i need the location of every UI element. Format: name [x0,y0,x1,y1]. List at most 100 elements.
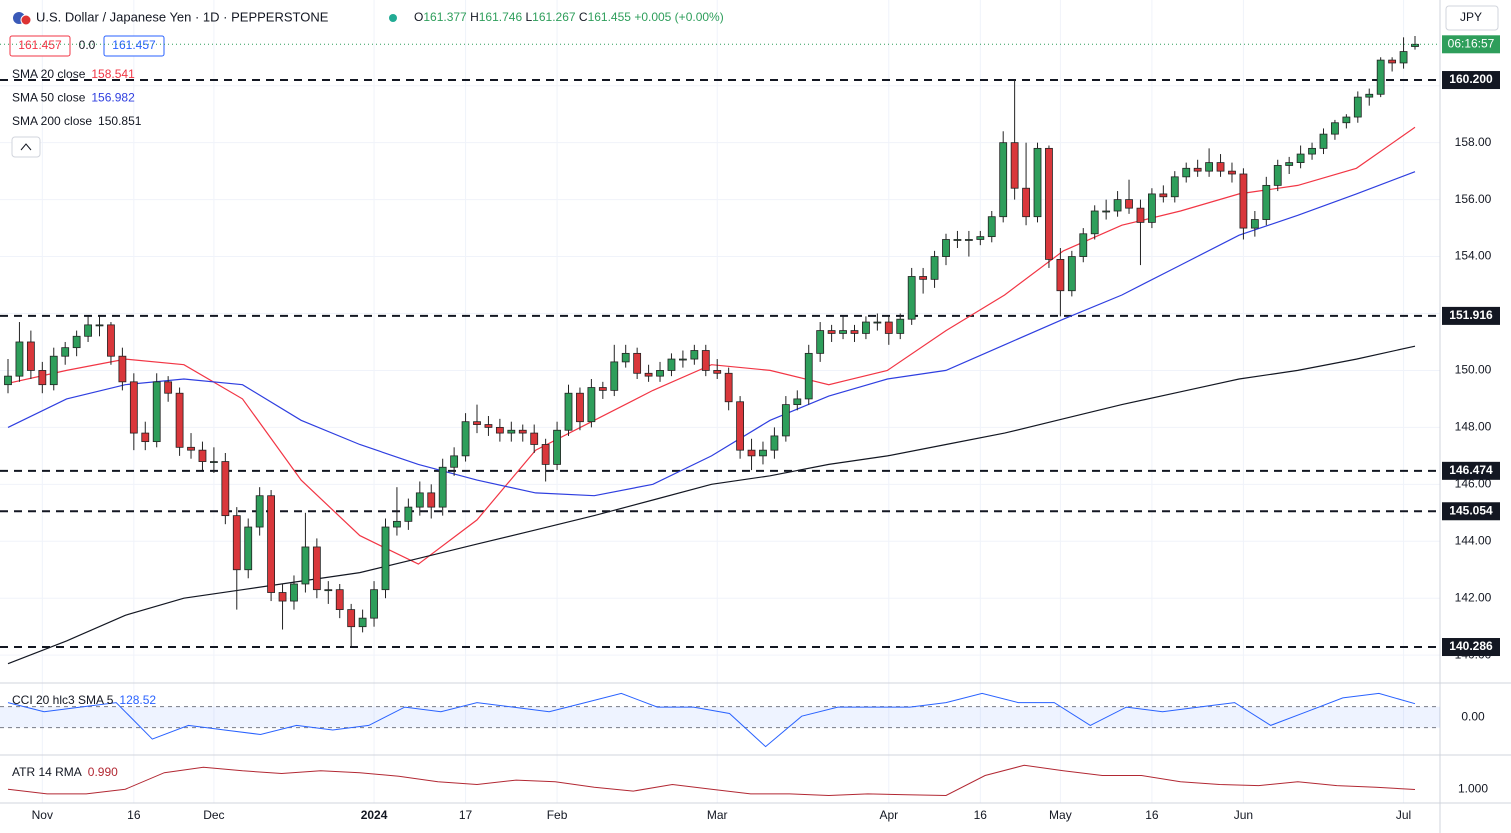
cci-band [0,706,1440,728]
y-tick-label: 1.000 [1458,781,1488,795]
candle-body [175,392,184,448]
level-label-box [1442,638,1500,657]
currency: JPY [1460,10,1482,24]
candle-body [541,444,550,465]
y-tick-label: 0.00 [1461,709,1485,723]
sma-line [7,171,1416,497]
candle-body [884,321,893,334]
candle-body [324,589,333,592]
countdown: 06:16:57 [1448,36,1495,50]
candle-body [1125,199,1133,209]
collapse-button[interactable] [11,136,41,158]
candle-body [278,592,287,602]
candle-body [1216,162,1225,172]
symbol-title[interactable]: U.S. Dollar / Japanese Yen · 1D · PEPPER… [36,9,329,24]
candle-body [210,461,218,463]
level-label: 140.286 [1449,639,1493,653]
candle-body [1182,167,1191,178]
x-tick-label: 16 [127,808,141,822]
candle-body [129,381,138,434]
candle-body [587,387,596,423]
candle-body [438,466,447,508]
candle-body [1102,210,1111,213]
candle-body [267,495,275,593]
candle-body [1388,59,1397,64]
candle-body [713,370,722,374]
indicator-line [7,692,1416,748]
candle-body [4,375,12,386]
candle-body [862,321,870,334]
candle-body [244,526,253,571]
candle-body [930,256,939,280]
candle-body [358,617,367,628]
ohlc-value: 161.746 [479,10,523,24]
level-label-box [1442,461,1500,480]
candle-body [1056,259,1065,292]
candle-body [816,330,825,354]
candle-body [507,429,516,434]
candle-body [1193,167,1202,172]
level-label: 145.054 [1449,503,1493,517]
x-tick-label: 17 [459,808,473,822]
candle-body [118,355,127,383]
legend-name: SMA 50 close [12,91,86,105]
candle-body [576,392,584,423]
candle-body [621,352,630,363]
candle-body [679,358,687,361]
candle-body [987,216,996,238]
indicator-line [7,764,1416,797]
indicator-value: 128.52 [119,693,156,707]
y-tick-label: 142.00 [1455,590,1492,604]
candle-body [896,318,905,334]
legend-value: 158.541 [91,67,135,81]
level-label-box [1442,306,1500,325]
candle-body [232,515,241,571]
bid: 161.457 [18,38,62,52]
candle-body [198,449,207,462]
indicator-name: ATR 14 RMA [12,765,82,779]
ohlc-value: 161.267 [532,10,576,24]
x-tick-label: Mar [707,808,728,822]
candle-body [95,324,104,327]
candle-body [873,321,882,324]
candle-body [656,370,664,377]
candle-body [15,341,24,377]
candle-body [450,455,459,468]
candle-body [759,449,767,457]
candle-body [107,324,115,357]
candle-body [1399,51,1408,64]
candle-body [1308,147,1316,155]
indicator-name: CCI 20 hlc3 SMA 5 [12,693,114,707]
x-tick-label: 16 [1145,808,1159,822]
candle-body [518,429,527,434]
candle-body [1411,43,1419,47]
countdown-box [1442,35,1500,54]
candle-body [1376,59,1385,95]
candle-body [335,589,344,611]
candle-body [404,506,413,522]
sma-line [7,126,1416,565]
candle-body [919,276,928,280]
candle-body [633,352,642,374]
legend-name: SMA 20 close [12,67,86,81]
candle-body [461,421,470,457]
sma-line [7,345,1416,665]
buy-box[interactable] [103,35,165,57]
candle-body [953,239,962,241]
candle-body [564,392,573,431]
collapse-icon [20,143,32,151]
candle-body [415,492,424,508]
candle-body [1353,96,1362,118]
sell-box[interactable] [9,35,71,57]
level-label: 151.916 [1449,308,1493,322]
candle-body [290,583,298,602]
ohlc-label: O [414,10,423,24]
ohlc-label: C [579,10,588,24]
ohlc-label: L [525,10,532,24]
candle-body [1170,176,1179,198]
x-tick-label: Nov [32,808,53,822]
change: +0.005 (+0.00%) [634,10,723,24]
candle-body [770,435,779,451]
currency-button[interactable] [1445,5,1499,31]
candle-body [381,526,390,591]
